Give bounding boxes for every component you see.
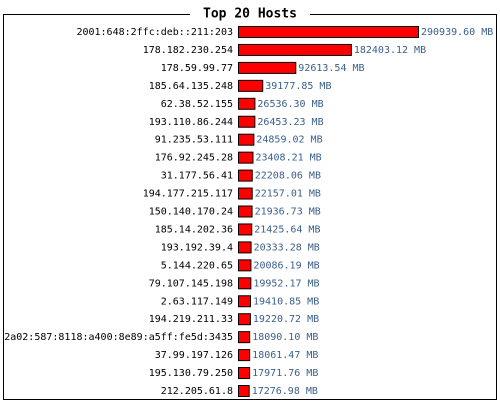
bar (238, 241, 252, 254)
host-label: 212.205.61.8 (161, 386, 233, 397)
value-label: 22157.01 MB (255, 189, 321, 200)
host-label: 79.107.145.198 (149, 278, 233, 289)
host-label: 62.38.52.155 (161, 99, 233, 110)
value-label: 23408.21 MB (255, 153, 321, 164)
value-label: 21936.73 MB (255, 207, 321, 218)
bar (238, 187, 253, 200)
bar (238, 205, 253, 218)
bar (238, 97, 256, 110)
host-label: 185.14.202.36 (155, 224, 233, 235)
chart-title: Top 20 Hosts (203, 7, 297, 22)
value-label: 17971.76 MB (252, 368, 318, 379)
host-label: 194.219.211.33 (149, 314, 233, 325)
bar (238, 277, 252, 290)
host-label: 178.182.230.254 (143, 45, 233, 56)
bar (238, 313, 251, 326)
host-label: 2.63.117.149 (161, 296, 233, 307)
value-label: 19220.72 MB (253, 314, 319, 325)
bar (238, 26, 419, 38)
value-label: 20086.19 MB (253, 260, 319, 271)
host-label: 193.110.86.244 (149, 117, 233, 128)
value-label: 290939.60 MB (421, 27, 493, 38)
bar (238, 331, 251, 344)
bar (238, 259, 252, 272)
host-label: 91.235.53.111 (155, 135, 233, 146)
host-label: 193.192.39.4 (161, 242, 233, 253)
bar (238, 385, 250, 397)
bar (238, 367, 251, 380)
bar (238, 151, 254, 164)
value-label: 26453.23 MB (257, 117, 323, 128)
host-label: 5.144.220.65 (161, 260, 233, 271)
value-label: 39177.85 MB (265, 81, 331, 92)
host-label: 185.64.135.248 (149, 81, 233, 92)
host-label: 194.177.215.117 (143, 189, 233, 200)
value-label: 92613.54 MB (298, 63, 364, 74)
bar (238, 133, 255, 146)
value-label: 22208.06 MB (255, 171, 321, 182)
bar (238, 169, 253, 182)
host-label: 150.140.170.24 (149, 207, 233, 218)
value-label: 19410.85 MB (253, 296, 319, 307)
host-label: 178.59.99.77 (161, 63, 233, 74)
host-label: 31.177.56.41 (161, 171, 233, 182)
value-label: 20333.28 MB (254, 242, 320, 253)
host-label: 37.99.197.126 (155, 350, 233, 361)
value-label: 18061.47 MB (252, 350, 318, 361)
bar (238, 43, 352, 56)
host-label: 2001:648:2ffc:deb::211:203 (76, 27, 233, 38)
bar (238, 223, 253, 236)
bar (238, 79, 264, 92)
host-label: 176.92.245.28 (155, 153, 233, 164)
host-label: 195.130.79.250 (149, 368, 233, 379)
value-label: 21425.64 MB (254, 224, 320, 235)
host-label: 2a02:587:8118:a400:8e89:a5ff:fe5d:3435 (4, 332, 233, 343)
value-label: 182403.12 MB (354, 45, 426, 56)
bar (238, 295, 252, 308)
value-label: 18090.10 MB (252, 332, 318, 343)
title-backdrop (190, 6, 310, 22)
bar (238, 61, 297, 74)
value-label: 19952.17 MB (253, 278, 319, 289)
value-label: 17276.98 MB (252, 386, 318, 397)
value-label: 24859.02 MB (256, 135, 322, 146)
value-label: 26536.30 MB (257, 99, 323, 110)
bar (238, 349, 251, 362)
bar (238, 115, 256, 128)
